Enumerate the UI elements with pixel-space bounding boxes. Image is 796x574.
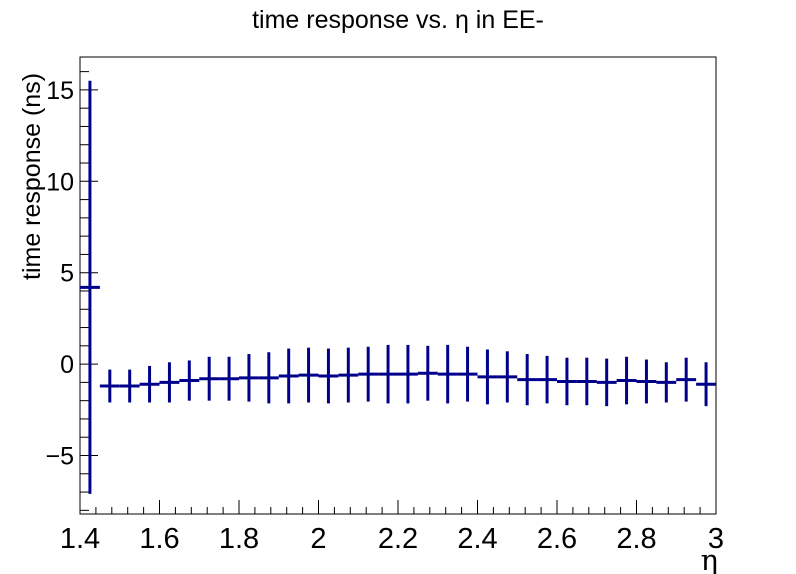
data-point: [696, 362, 716, 407]
plot-frame: [79, 56, 717, 515]
x-axis: 1.4 1.6 1.8 2 2.2 2.4 2.6 2.8 3: [60, 500, 724, 555]
data-point: [398, 344, 418, 404]
data-point: [99, 369, 120, 403]
data-series: [80, 80, 716, 494]
data-point: [159, 362, 180, 403]
x-tick-label: 2.8: [616, 523, 656, 555]
y-tick-label: −5: [45, 443, 74, 471]
y-axis-label: time response (ns): [18, 73, 46, 280]
data-point: [537, 355, 557, 404]
data-point: [80, 80, 100, 494]
x-tick-label: 2.4: [457, 523, 497, 555]
y-tick-label: 5: [60, 260, 74, 288]
x-tick-label: 2: [310, 523, 326, 555]
y-axis: −5 0 5 10 15: [45, 71, 98, 511]
data-point: [338, 347, 359, 403]
x-tick-label: 2.2: [378, 523, 418, 555]
data-point: [318, 348, 339, 404]
data-point: [636, 359, 657, 404]
data-point: [477, 349, 498, 405]
x-tick-label: 1.6: [139, 523, 179, 555]
y-tick-label: 10: [46, 168, 74, 196]
data-point: [497, 351, 518, 403]
data-point: [119, 369, 140, 403]
data-point: [219, 356, 239, 401]
data-point: [437, 344, 458, 404]
data-point: [298, 347, 319, 403]
y-tick-label: 0: [60, 351, 74, 379]
data-point: [596, 358, 617, 407]
data-point: [417, 345, 438, 401]
x-axis-label: η: [701, 543, 718, 574]
x-tick-label: 3: [708, 523, 724, 555]
x-tick-label: 1.8: [219, 523, 259, 555]
data-point: [358, 346, 379, 402]
data-point: [656, 362, 677, 403]
x-tick-label: 2.6: [537, 523, 577, 555]
data-point: [457, 346, 478, 402]
data-point: [676, 357, 697, 402]
data-point: [199, 356, 220, 401]
data-point: [378, 344, 398, 404]
data-point: [278, 348, 299, 404]
data-point: [139, 365, 160, 403]
chart-title: time response vs. η in EE-: [252, 6, 544, 34]
data-point: [576, 357, 597, 406]
data-point: [557, 357, 577, 406]
data-point: [616, 356, 637, 405]
data-point: [258, 352, 279, 404]
data-point: [239, 354, 259, 402]
y-tick-label: 15: [46, 77, 74, 105]
data-point: [517, 354, 538, 406]
x-tick-label: 1.4: [60, 523, 100, 555]
data-point: [179, 360, 200, 401]
